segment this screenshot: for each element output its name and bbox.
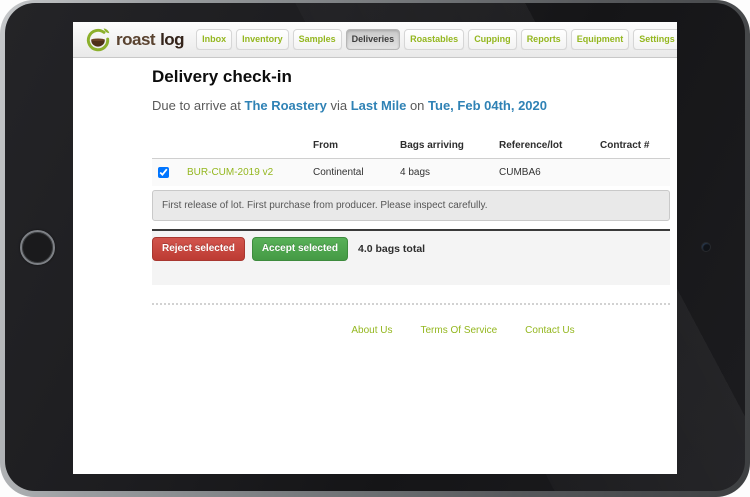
bags-total: 4.0 bags total <box>357 243 426 256</box>
delivery-table: From Bags arriving Reference/lot Contrac… <box>152 136 670 222</box>
destination-link[interactable]: The Roastery <box>244 98 327 113</box>
carrier-link[interactable]: Last Mile <box>350 98 407 113</box>
footer-link-terms[interactable]: Terms Of Service <box>420 325 498 337</box>
table-header-row: From Bags arriving Reference/lot Contrac… <box>152 136 670 159</box>
camera-icon <box>701 242 711 252</box>
col-header-from: From <box>313 140 338 151</box>
tab-roastables[interactable]: Roastables <box>404 29 465 50</box>
col-header-lot <box>187 140 313 151</box>
logo-text-log: log <box>160 29 185 49</box>
tab-reports[interactable]: Reports <box>520 29 567 50</box>
accept-selected-button[interactable]: Accept selected <box>251 237 348 262</box>
tab-settings[interactable]: Settings <box>633 29 677 50</box>
col-header-reference: Reference/lot <box>499 140 563 151</box>
tab-deliveries[interactable]: Deliveries <box>345 29 401 50</box>
logo-text-roast: roast <box>116 29 156 49</box>
screen: roast log Inbox Inventory Samples Deliver… <box>73 22 677 474</box>
reject-selected-button[interactable]: Reject selected <box>152 237 245 262</box>
table-row: BUR-CUM-2019 v2 Continental 4 bags CUMBA… <box>152 159 670 187</box>
actions-bar: Reject selected Accept selected 4.0 bags… <box>152 231 670 286</box>
footer-link-contact[interactable]: Contact Us <box>525 325 575 337</box>
page-title: Delivery check-in <box>152 67 292 86</box>
tab-inventory[interactable]: Inventory <box>236 29 289 50</box>
footer: About Us Terms Of Service Contact Us <box>204 325 677 336</box>
row-select-checkbox[interactable] <box>158 167 169 178</box>
cell-reference: CUMBA6 <box>499 167 541 179</box>
tab-samples[interactable]: Samples <box>292 29 342 50</box>
arrival-prefix: Due to arrive at <box>152 98 245 113</box>
col-header-bags: Bags arriving <box>400 140 464 151</box>
footer-divider <box>152 303 670 306</box>
on-word: on <box>406 98 429 113</box>
arrival-summary: Due to arrive at The Roastery via Last M… <box>152 98 670 113</box>
tab-equipment[interactable]: Equipment <box>570 29 630 50</box>
lot-link[interactable]: BUR-CUM-2019 v2 <box>187 167 274 179</box>
tab-inbox[interactable]: Inbox <box>196 29 233 50</box>
via-word: via <box>326 98 351 113</box>
roastlog-cup-icon <box>85 27 111 53</box>
roastlog-logo[interactable]: roast log <box>85 27 185 53</box>
footer-link-about[interactable]: About Us <box>351 325 393 337</box>
col-header-checkbox <box>152 140 187 151</box>
cell-bags: 4 bags <box>400 167 431 179</box>
arrival-date: Tue, Feb 04th, 2020 <box>428 98 547 113</box>
nav-tabs: Inbox Inventory Samples Deliveries Roast… <box>196 29 677 50</box>
tab-cupping[interactable]: Cupping <box>468 29 517 50</box>
home-button <box>20 230 55 265</box>
col-header-contract: Contract # <box>600 140 650 151</box>
section-divider <box>152 229 670 232</box>
top-nav: roast log Inbox Inventory Samples Deliver… <box>73 22 677 58</box>
main-content: Delivery check-in Due to arrive at The R… <box>152 67 670 336</box>
delivery-note: First release of lot. First purchase fro… <box>152 190 670 222</box>
cell-from: Continental <box>313 167 364 179</box>
